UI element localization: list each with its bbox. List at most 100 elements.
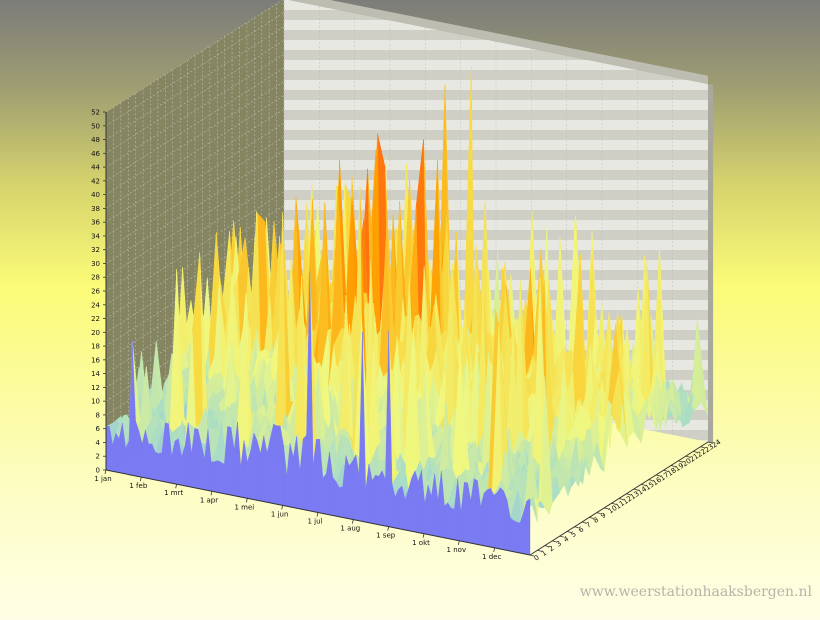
surface-front (174, 438, 179, 485)
grid-line (105, 205, 285, 319)
y-tick-mark (604, 507, 609, 510)
surface-front (303, 434, 307, 511)
y-tick-label: 7 (584, 521, 592, 530)
surface-front (516, 522, 521, 554)
y-tick-mark (559, 535, 564, 538)
y-tick-label: 10 (607, 504, 619, 516)
y-tick-mark (693, 451, 698, 453)
y-tick-mark (574, 526, 579, 529)
surface-front (395, 489, 399, 529)
z-tick-label: 42 (91, 177, 100, 185)
x-tick-mark (104, 469, 107, 475)
y-tick-mark (700, 446, 705, 449)
surface-front (335, 481, 340, 518)
x-tick-label: 1 mrt (164, 489, 183, 497)
y-tick-label: 16 (651, 475, 663, 487)
y-tick-mark (596, 512, 601, 515)
surface-front (513, 520, 518, 553)
surface-front (194, 428, 199, 489)
surface-front (339, 486, 343, 518)
surface-front (210, 461, 215, 492)
z-tick-label: 40 (91, 191, 100, 199)
surface-front (500, 486, 504, 550)
surface-front (372, 474, 376, 525)
y-tick-label: 5 (570, 530, 578, 539)
y-tick-mark (589, 516, 594, 519)
y-tick-label: 17 (659, 471, 671, 483)
y-tick-label: 9 (599, 511, 607, 520)
y-tick-label: 1 (540, 549, 548, 558)
surface-front (503, 491, 508, 551)
surface-front (345, 455, 350, 520)
surface-front (483, 489, 488, 547)
z-tick-label: 48 (91, 136, 100, 144)
surface-front (447, 502, 452, 540)
y-tick-mark (648, 479, 653, 482)
y-tick-mark (626, 493, 631, 496)
surface-front (378, 469, 383, 526)
surface-front (316, 438, 320, 514)
y-tick-mark (663, 469, 668, 472)
y-tick-label: 6 (577, 525, 586, 534)
surface-front (227, 426, 232, 496)
z-tick-label: 0 (96, 467, 100, 475)
back-wall-top (288, 0, 708, 84)
y-tick-mark (641, 483, 646, 486)
y-tick-mark (544, 545, 549, 547)
z-tick-label: 26 (91, 288, 100, 296)
z-tick-label: 52 (91, 109, 100, 117)
surface-front (273, 423, 278, 505)
surface-front (473, 478, 478, 545)
x-tick-label: 1 apr (200, 496, 218, 504)
surface-series (105, 66, 709, 556)
surface-front (214, 460, 219, 493)
y-tick-mark (537, 549, 542, 552)
x-tick-mark (175, 484, 178, 489)
grid-line (105, 26, 285, 140)
y-tick-label: 12 (622, 494, 634, 506)
z-tick-label: 50 (91, 122, 100, 130)
x-tick-mark (387, 526, 390, 531)
z-tick-label: 36 (91, 219, 100, 227)
surface-front (414, 470, 419, 533)
surface-front (332, 476, 337, 517)
surface-front (270, 424, 274, 504)
z-tick-label: 34 (91, 232, 100, 240)
surface-front (464, 482, 468, 543)
x-tick-mark (281, 505, 284, 510)
y-tick-mark (670, 465, 676, 467)
x-tick-label: 1 sep (376, 532, 396, 540)
surface-front (155, 452, 159, 481)
y-tick-mark (566, 531, 572, 533)
x-tick-mark (493, 547, 496, 553)
x-tick-label: 1 jul (307, 518, 322, 526)
x-tick-label: 1 mei (234, 503, 254, 511)
x-tick-label: 1 feb (129, 482, 147, 490)
surface-front (398, 485, 402, 530)
z-tick-label: 2 (96, 453, 100, 461)
surface-front (158, 452, 163, 482)
surface-front (276, 425, 281, 506)
surface-front (526, 498, 531, 556)
y-tick-label: 20 (681, 457, 693, 469)
y-tick-label: 23 (703, 443, 715, 455)
x-tick-mark (210, 491, 213, 496)
x-tick-mark (457, 540, 460, 545)
y-tick-label: 13 (629, 490, 641, 502)
x-tick-label: 1 okt (412, 539, 430, 547)
x-tick-mark (139, 476, 142, 482)
surface-front (349, 460, 353, 520)
z-tick-label: 4 (96, 439, 101, 447)
z-tick-label: 10 (91, 398, 100, 406)
surface-front (322, 473, 327, 515)
y-tick-mark (611, 502, 616, 505)
chart-axes: 0246810121416182022242628303234363840424… (91, 109, 723, 563)
surface-front (450, 507, 455, 541)
x-tick-label: 1 dec (482, 553, 501, 561)
z-tick-label: 38 (91, 205, 100, 213)
z-tick-label: 14 (91, 370, 100, 378)
y-tick-label: 11 (614, 499, 626, 511)
y-tick-label: 22 (696, 447, 708, 459)
x-tick-mark (422, 533, 425, 538)
